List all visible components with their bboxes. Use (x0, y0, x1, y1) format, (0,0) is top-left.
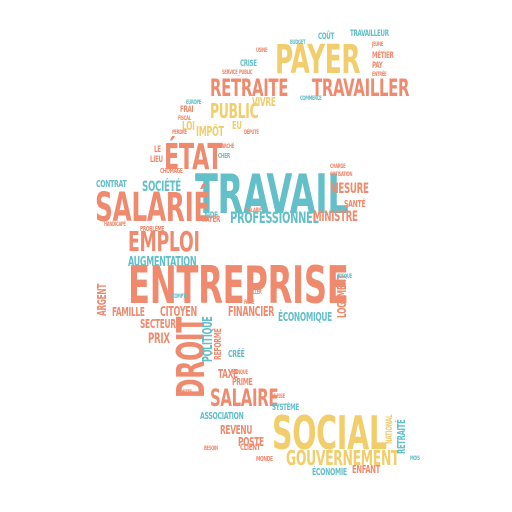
word-charge: CHARGE (330, 163, 346, 170)
word-citoyen: CITOYEN (160, 305, 197, 320)
word-chomage: CHÔMAGE (160, 167, 183, 175)
word-jeune: JEUNE (372, 41, 384, 48)
word-cree: CRÉÉ (228, 349, 245, 360)
word-cher: CHER (218, 152, 230, 160)
word-social: SOCIAL (272, 406, 387, 460)
word-systeme: SYSTÈME (272, 403, 299, 413)
word-poste: POSTE (238, 435, 264, 449)
word-fiscal: FISCAL (178, 115, 191, 122)
word-vivre: VIVRE (252, 95, 276, 109)
word-national: NATIONAL (385, 414, 395, 444)
word-service-public: SERVICE_PUBLIC (222, 69, 253, 76)
word-commerce: COMMERCE (300, 95, 322, 102)
word-payer-small: PAYER (202, 215, 220, 225)
word-travailleur: TRAVAILLEUR (350, 29, 389, 39)
word-emploi: EMPLOI (128, 225, 200, 258)
word-dette: DETTE (180, 389, 192, 396)
word-handicape: HANDICAPÉ (104, 221, 126, 228)
word-risque: RISQUE (338, 273, 352, 280)
word-besoin: BESOIN (204, 445, 218, 452)
word-famille: FAMILLE (112, 305, 145, 319)
word-marche: MARCHÉ (218, 143, 234, 150)
word-contrat: CONTRAT (96, 179, 127, 190)
word-economie: ÉCONOMIE (312, 467, 347, 478)
word-impot: IMPÔT (196, 125, 224, 140)
word-europe: EUROPE (186, 99, 201, 106)
word-payer: PAYER (275, 37, 361, 83)
word-mesure: MESURE (330, 181, 369, 197)
word-societe: SOCIÉTÉ (142, 179, 181, 195)
word-lieu: LIEU (150, 155, 163, 165)
word-probleme: PROBLÈME (140, 225, 165, 233)
word-augmentation: AUGMENTATION (128, 255, 197, 270)
word-crise: CRISE (240, 59, 257, 69)
word-travail: TRAVAIL (195, 163, 349, 226)
word-le: LE (154, 145, 161, 155)
word-ministre: MINISTRE (313, 209, 358, 225)
word-gouvernement: GOUVERNEMENT (286, 446, 400, 470)
word-prime: PRIME (232, 377, 253, 388)
word-budget: BUDGET (290, 39, 306, 46)
word-hausse: HAUSSE (270, 393, 285, 400)
word-association: ASSOCIATION (200, 411, 244, 422)
word-enfant: ENFANT (352, 463, 381, 476)
word-prix: PRIX (148, 331, 170, 347)
word-etat: ÉTAT (164, 137, 223, 178)
word-taxe: TAXE (218, 367, 238, 381)
word-economique: ÉCONOMIQUE (278, 310, 332, 324)
word-pay: PAY (372, 61, 383, 71)
word-perdre: PERDRE (172, 129, 187, 136)
word-travailler: TRAVAILLER (312, 74, 410, 102)
word-cout: COÛT (318, 32, 334, 42)
word-salarie: SALARIÉ (95, 185, 211, 231)
word-aide: AIDE (204, 211, 218, 221)
word-public: PUBLIC (210, 99, 259, 123)
word-cotisation: COTISATION (330, 171, 353, 178)
word-aller: ALLER (250, 289, 262, 296)
word-entreprise: ENTREPRISE (128, 256, 349, 316)
word-eu: EU (232, 119, 242, 132)
word-sante: SANTÉ (344, 199, 366, 210)
word-financier: FINANCIER (228, 305, 275, 320)
word-banque: BANQUE (232, 369, 248, 376)
word-revenu: REVENU (220, 423, 253, 437)
word-professionnel: PROFESSIONNEL (230, 208, 319, 227)
word-salarie-small: SALARIÉ (246, 207, 262, 214)
word-argent: ARGENT (95, 283, 109, 316)
word-usine: USINE (256, 47, 268, 54)
word-faire: FAIRE (244, 299, 255, 306)
word-logement: LOGEMENT (335, 274, 349, 318)
word-secteur: SECTEUR (140, 317, 176, 331)
word-monde: MONDE (256, 455, 273, 463)
word-entree: ENTRÉE (372, 71, 387, 78)
word-retraite: RETRAITE (210, 74, 289, 102)
word-compte: COMPTE (172, 293, 188, 300)
word-metier: MÉTIER (372, 51, 394, 61)
word-mois: MOIS (410, 455, 420, 462)
word-reforme: RÉFORME (213, 328, 224, 360)
word-depute: DÉPUTÉ (244, 129, 259, 136)
word-frai: FRAI (180, 105, 194, 115)
word-salaire: SALAIRE (210, 384, 279, 412)
word-client: CLIENT (240, 443, 261, 453)
word-loi: LOI (182, 119, 195, 133)
word-retraite-v: RETRAITÉ (395, 419, 408, 454)
